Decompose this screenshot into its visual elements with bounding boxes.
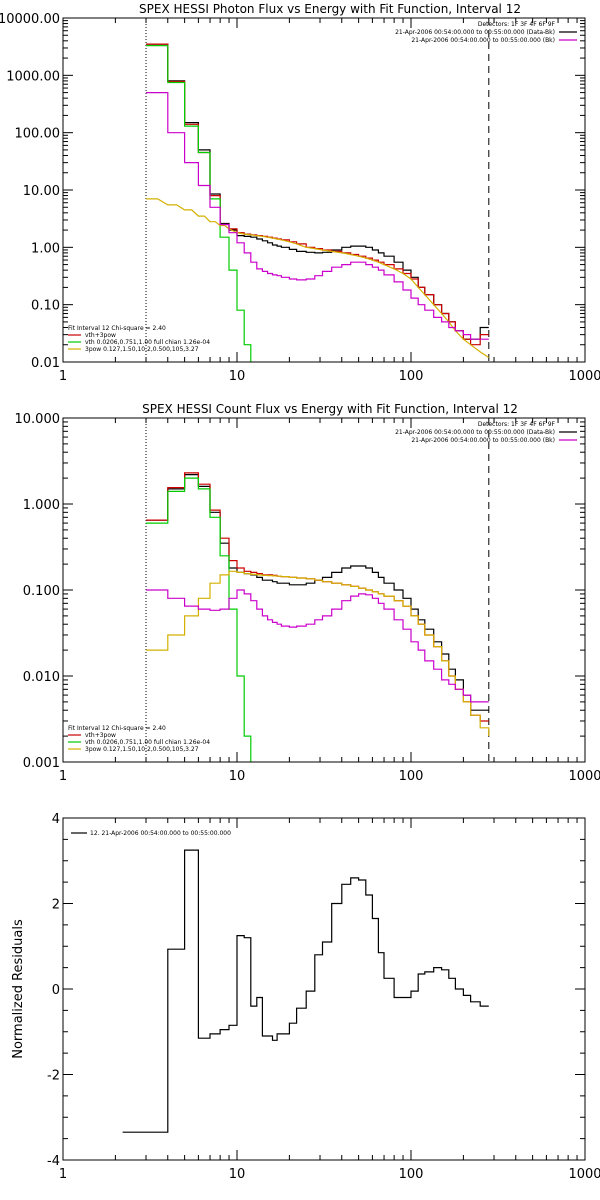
header-line: 21-Apr-2006 00:54:00.000 to 00:55:00.000… (411, 37, 555, 44)
x-tick-label: 1 (59, 369, 67, 384)
y-tick-label: 10000.00 (0, 12, 60, 27)
x-tick-label: 100 (399, 369, 424, 384)
series-line-3pow (146, 570, 490, 737)
plot-area (145, 18, 490, 362)
header-line: Detectors: 1F 3F 4F 6F 9F (478, 21, 556, 28)
x-tick-label: 1000 (568, 769, 600, 784)
y-tick-label: -2 (47, 1069, 60, 1084)
y-tick-label: 100.00 (15, 127, 61, 142)
y-tick-label: 0.01 (31, 356, 60, 371)
y-tick-label: 0.10 (31, 299, 60, 314)
x-tick-label: 10 (229, 1167, 246, 1182)
y-tick-label: 0 (52, 983, 60, 998)
y-tick-label: 1000.00 (6, 69, 60, 84)
legend-label: vth+3pow (85, 732, 116, 739)
legend-label: 3pow 0.127,1.50,10.2,0.500,105,3.27 (85, 746, 199, 753)
photon-flux-title: SPEX HESSI Photon Flux vs Energy with Fi… (139, 2, 521, 16)
plot-area (122, 849, 489, 1133)
legend-label: vth 0.0206,0.751,1.00 full chian 1.26e-0… (85, 739, 210, 746)
x-tick-label: 1 (59, 1167, 67, 1182)
series-line-vth (146, 477, 252, 762)
header-line: 21-Apr-2006 00:54:00.000 to 00:55:00.000… (411, 437, 555, 444)
series-line-bk (146, 589, 489, 703)
x-tick-label: 1000 (568, 1167, 600, 1182)
plot-area (145, 418, 490, 762)
header-line: 21-Apr-2006 00:54:00.000 to 00:55:00.000… (395, 429, 555, 436)
header-line: 21-Apr-2006 00:54:00.000 to 00:55:00.000… (395, 29, 555, 36)
x-tick-label: 10 (229, 769, 246, 784)
y-tick-label: -4 (47, 1154, 60, 1169)
series-line-bk (146, 92, 489, 340)
header-line: Detectors: 1F 3F 4F 6F 9F (478, 421, 556, 428)
x-tick-label: 1 (59, 769, 67, 784)
residuals-y-axis-label: Normalized Residuals (11, 919, 26, 1059)
x-tick-label: 1000 (568, 369, 600, 384)
legend-label: vth+3pow (85, 332, 116, 339)
series-line-3pow (146, 198, 490, 359)
x-tick-label: 100 (399, 769, 424, 784)
x-tick-label: 100 (399, 1167, 424, 1182)
count-flux-title: SPEX HESSI Count Flux vs Energy with Fit… (142, 402, 518, 416)
legend-label: 12. 21-Apr-2006 00:54:00.000 to 00:55:00… (90, 830, 231, 837)
series-line-residuals (122, 849, 489, 1133)
y-tick-label: 1.00 (31, 241, 60, 256)
x-tick-label: 10 (229, 369, 246, 384)
fit-summary-text: Fit Interval 12 Chi-square = 2.40 (68, 725, 166, 732)
y-tick-label: 0.001 (23, 756, 60, 771)
y-tick-label: 4 (52, 812, 60, 827)
y-tick-label: 1.000 (23, 498, 60, 513)
y-tick-label: 2 (52, 898, 60, 913)
y-tick-label: 0.010 (23, 670, 60, 685)
fit-summary-text: Fit Interval 12 Chi-square = 2.40 (68, 325, 166, 332)
y-tick-label: 0.100 (23, 584, 60, 599)
y-tick-label: 10.000 (15, 412, 61, 427)
y-tick-label: 10.00 (23, 184, 60, 199)
series-line-vth (146, 45, 252, 362)
legend-label: 3pow 0.127,1.50,10.2,0.500,105,3.27 (85, 346, 199, 353)
legend-label: vth 0.0206,0.751,1.00 full chian 1.26e-0… (85, 339, 210, 346)
